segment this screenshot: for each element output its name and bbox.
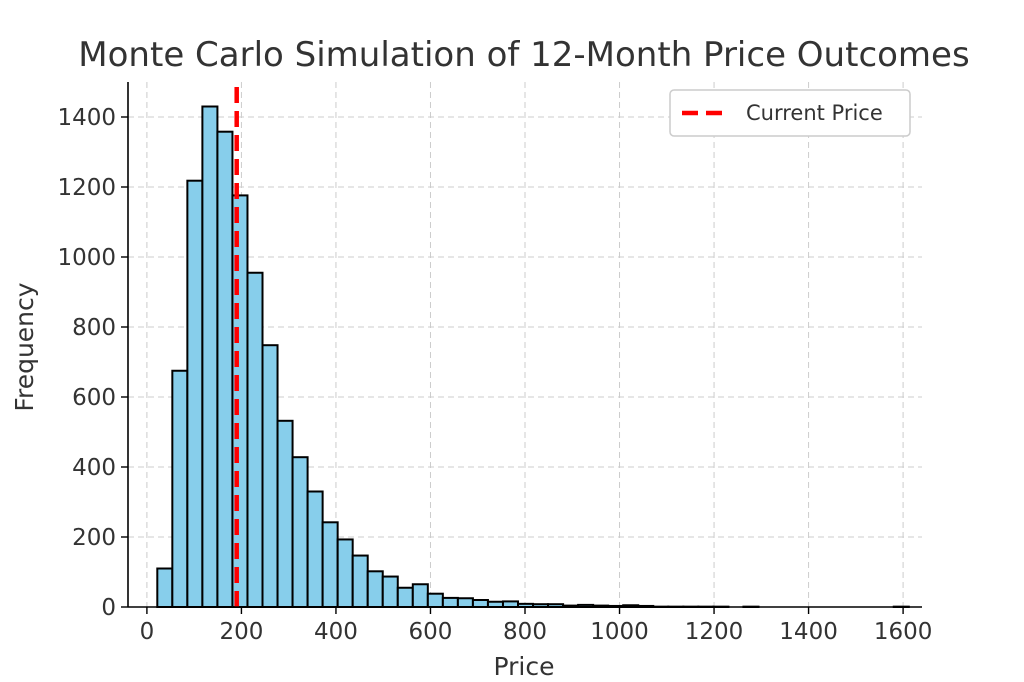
y-tick-label: 0	[101, 595, 116, 621]
histogram-bar	[381, 575, 399, 608]
x-tick-label: 1600	[874, 619, 933, 645]
y-tick-label: 800	[72, 315, 116, 341]
histogram-bar	[411, 583, 429, 608]
histogram-bar	[501, 600, 520, 609]
histogram-bar	[156, 567, 174, 608]
x-tick-label: 1200	[685, 619, 744, 645]
histogram-bar	[246, 271, 264, 608]
histogram-bar	[291, 456, 309, 609]
x-tick-label: 600	[409, 619, 453, 645]
x-tick-label: 1400	[779, 619, 838, 645]
y-tick-label: 600	[72, 385, 116, 411]
x-tick-label: 200	[219, 619, 263, 645]
histogram-bar	[201, 105, 219, 608]
y-ticks: 0 200 400 600 800 1000 1200 1400	[57, 105, 128, 621]
histogram-bar	[396, 586, 414, 608]
legend: Current Price	[669, 89, 911, 137]
histogram-bar	[276, 419, 294, 608]
x-axis-label: Price	[494, 652, 555, 681]
histogram-bar	[441, 596, 459, 609]
histogram-bar	[306, 490, 324, 608]
x-tick-label: 1000	[590, 619, 649, 645]
legend-box	[669, 89, 911, 137]
histogram-bar	[426, 592, 444, 609]
histogram-bar	[216, 130, 234, 608]
histogram-bar	[336, 538, 354, 609]
histogram-bar	[171, 369, 189, 608]
histogram-bar	[366, 570, 384, 608]
histogram-bar	[321, 521, 339, 608]
histogram-bar	[351, 554, 369, 608]
y-tick-label: 1400	[57, 105, 116, 131]
y-tick-label: 200	[72, 525, 116, 551]
histogram-bar	[456, 597, 474, 608]
bars	[156, 105, 910, 609]
y-tick-label: 1200	[57, 175, 116, 201]
y-tick-label: 400	[72, 455, 116, 481]
y-tick-label: 1000	[57, 245, 116, 271]
x-ticks: 0 200 400 600 800 1000 1200 1400 1600	[140, 607, 933, 645]
x-tick-label: 800	[503, 619, 547, 645]
x-tick-label: 0	[140, 619, 155, 645]
x-tick-label: 400	[314, 619, 358, 645]
chart-title: Monte Carlo Simulation of 12-Month Price…	[78, 35, 969, 75]
histogram-bar	[471, 599, 489, 608]
legend-label: Current Price	[746, 101, 883, 125]
y-axis-label: Frequency	[10, 282, 39, 411]
histogram-bar	[186, 179, 204, 608]
histogram-bar	[261, 344, 279, 608]
